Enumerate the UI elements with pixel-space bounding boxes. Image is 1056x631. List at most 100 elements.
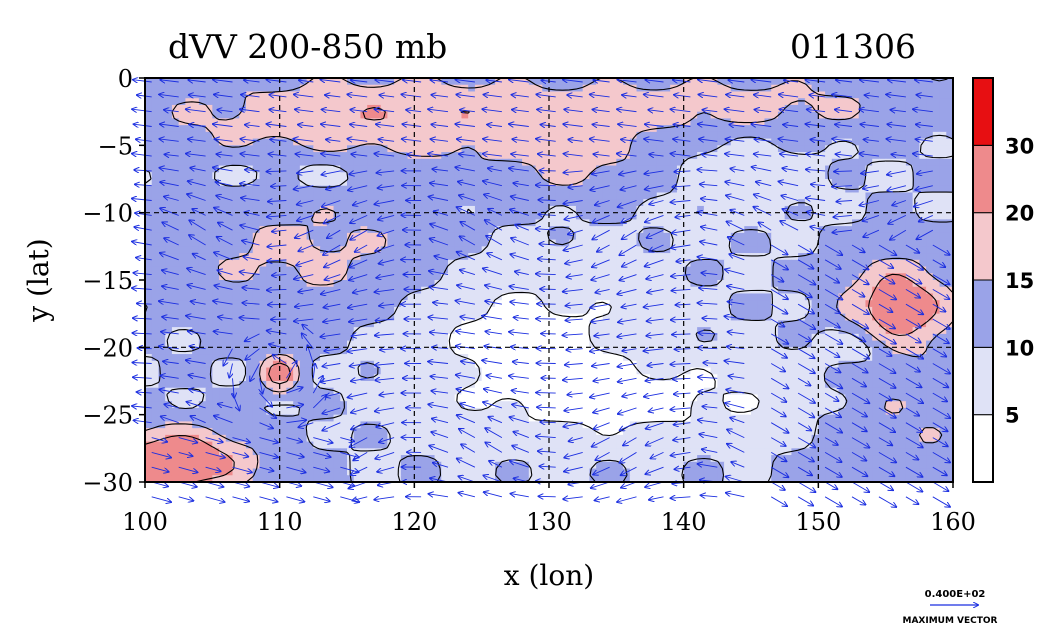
field-cell (179, 132, 186, 139)
field-cell (206, 139, 213, 146)
field-cell (556, 152, 563, 159)
field-cell (327, 226, 334, 233)
field-cell (865, 172, 872, 179)
field-cell (482, 253, 489, 260)
field-cell (839, 334, 846, 341)
field-cell (562, 152, 569, 159)
field-cell (441, 145, 448, 152)
field-cell (394, 118, 401, 125)
field-cell (509, 253, 516, 260)
field-cell (744, 320, 751, 327)
field-cell (630, 327, 637, 334)
field-cell (401, 267, 408, 274)
field-cell (320, 226, 327, 233)
field-cell (630, 159, 637, 166)
field-cell (670, 192, 677, 199)
field-cell (522, 139, 529, 146)
field-cell (286, 226, 293, 233)
field-cell (441, 118, 448, 125)
field-cell (246, 320, 253, 327)
field-cell (529, 354, 536, 361)
field-cell (179, 159, 186, 166)
field-cell (865, 85, 872, 92)
field-cell (717, 85, 724, 92)
field-cell (307, 139, 314, 146)
field-cell (630, 280, 637, 287)
field-cell (246, 112, 253, 119)
field-cell (482, 166, 489, 173)
field-cell (226, 260, 233, 267)
field-cell (421, 334, 428, 341)
field-cell (367, 179, 374, 186)
field-cell (253, 192, 260, 199)
field-cell (381, 260, 388, 267)
field-cell (158, 240, 165, 247)
field-cell (401, 233, 408, 240)
field-cell (502, 327, 509, 334)
field-cell (468, 314, 475, 321)
field-cell (825, 213, 832, 220)
field-cell (825, 267, 832, 274)
field-cell (206, 233, 213, 240)
field-cell (428, 199, 435, 206)
field-cell (360, 267, 367, 274)
field-cell (158, 320, 165, 327)
field-cell (684, 293, 691, 300)
field-cell (374, 327, 381, 334)
field-cell (818, 85, 825, 92)
field-cell (926, 98, 933, 105)
field-cell (643, 334, 650, 341)
field-cell (690, 246, 697, 253)
field-cell (212, 98, 219, 105)
field-cell (293, 172, 300, 179)
field-cell (663, 159, 670, 166)
field-cell (610, 78, 617, 85)
field-cell (663, 307, 670, 314)
field-cell (704, 307, 711, 314)
field-cell (610, 199, 617, 206)
field-cell (845, 172, 852, 179)
field-cell (145, 314, 152, 321)
field-cell (354, 293, 361, 300)
field-cell (576, 145, 583, 152)
field-cell (690, 98, 697, 105)
field-cell (185, 253, 192, 260)
field-cell (791, 246, 798, 253)
field-cell (502, 179, 509, 186)
field-cell (886, 179, 893, 186)
field-cell (206, 219, 213, 226)
field-cell (307, 118, 314, 125)
field-cell (259, 347, 266, 354)
field-cell (509, 78, 516, 85)
field-cell (475, 85, 482, 92)
field-cell (495, 132, 502, 139)
field-cell (266, 199, 273, 206)
field-cell (448, 287, 455, 294)
field-cell (562, 186, 569, 193)
field-cell (583, 186, 590, 193)
field-cell (293, 246, 300, 253)
field-cell (805, 125, 812, 132)
field-cell (872, 118, 879, 125)
field-cell (596, 354, 603, 361)
field-cell (650, 226, 657, 233)
field-cell (589, 267, 596, 274)
field-cell (940, 253, 947, 260)
field-cell (933, 199, 940, 206)
field-cell (374, 347, 381, 354)
field-cell (839, 112, 846, 119)
field-cell (266, 253, 273, 260)
field-cell (865, 246, 872, 253)
field-cell (293, 240, 300, 247)
field-cell (832, 314, 839, 321)
field-cell (495, 98, 502, 105)
field-cell (684, 145, 691, 152)
field-cell (179, 287, 186, 294)
field-cell (549, 159, 556, 166)
field-cell (313, 334, 320, 341)
field-cell (212, 307, 219, 314)
field-cell (940, 300, 947, 307)
field-cell (805, 85, 812, 92)
field-cell (892, 240, 899, 247)
field-cell (286, 240, 293, 247)
